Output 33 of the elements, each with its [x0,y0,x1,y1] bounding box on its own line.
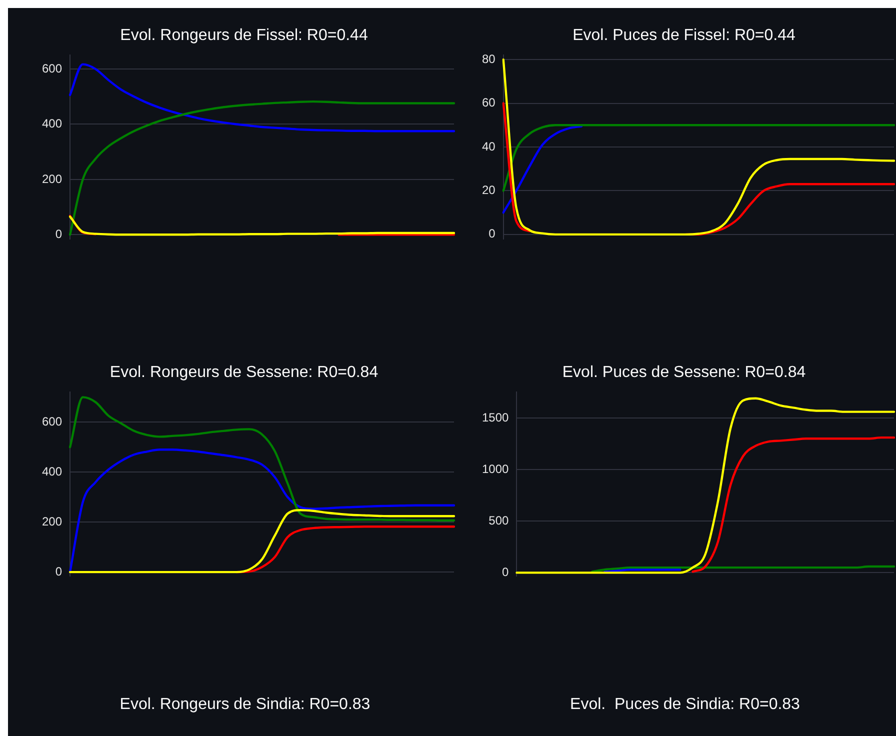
y-tick-label: 400 [42,464,62,478]
line-series [68,448,456,574]
y-tick-label: 20 [482,183,496,198]
y-tick-label: 0 [502,565,510,580]
line-series [502,124,896,192]
y-tick-label: 0 [488,226,496,241]
chart-title: Evol. Puces de Fissel: R0=0.44 [572,27,796,44]
line-series [502,125,583,214]
y-tick-label: 600 [42,61,62,76]
line-series [502,58,896,236]
line-series [68,100,456,236]
y-tick-label: 200 [42,514,62,528]
y-tick-label: 1500 [482,410,510,424]
line-series [516,397,896,574]
y-tick-label: 400 [42,116,62,131]
y-tick-label: 0 [55,564,62,578]
line-series [68,396,456,522]
y-tick-label: 60 [482,96,496,110]
line-series [692,436,896,573]
chart-title: Evol. Puces de Sessene: R0=0.84 [562,364,806,382]
y-tick-label: 0 [55,226,62,241]
line-series [68,509,456,574]
y-tick-label: 1000 [482,462,510,476]
chart-title: Evol. Rongeurs de Sessene: R0=0.84 [110,364,378,382]
chart-title: Evol. Rongeurs de Fissel: R0=0.44 [120,27,368,44]
y-tick-label: 600 [42,414,62,428]
text: Evol. Puces de Sindia: R0=0.83 [569,696,801,714]
y-tick-label: 40 [482,139,496,154]
y-tick-label: 80 [482,52,496,66]
text: Evol. Rongeurs de Sindia: R0=0.83 [118,696,372,714]
y-tick-label: 500 [488,513,510,528]
line-series [68,63,456,132]
y-tick-label: 200 [42,172,62,186]
